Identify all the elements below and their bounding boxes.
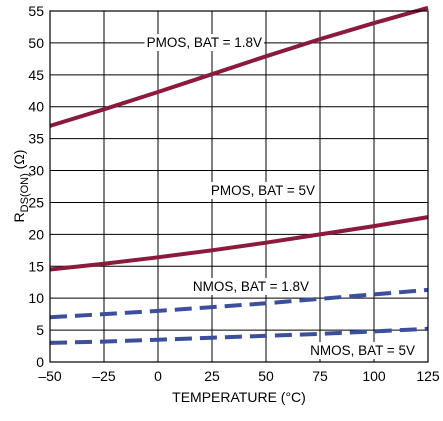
y-tick-label: 40 [28,99,44,115]
series-lines [49,5,429,345]
x-tick-label: –25 [92,368,116,384]
series-label-pmos-bat-1-8v: PMOS, BAT = 1.8V [147,35,262,50]
series-label-group: PMOS, BAT = 5V [208,182,317,199]
y-axis-title-subscript: DS(ON) [19,173,31,212]
y-tick-label: 10 [28,290,44,306]
y-tick-label: 45 [28,67,44,83]
series-label-group: NMOS, BAT = 1.8V [190,278,311,295]
x-tick-label: 100 [362,368,386,384]
y-tick-label: 35 [28,131,44,147]
x-tick-label: 125 [416,368,440,384]
series-label-background [208,182,317,199]
x-axis-title: TEMPERATURE (°C) [172,389,306,405]
x-tick-label: 50 [258,368,274,384]
y-tick-label: 20 [28,226,44,242]
series-labels: PMOS, BAT = 1.8V PMOS, BAT = 5V NMOS, BAT … [144,34,417,359]
series-line-pmos-bat-5v [49,215,429,272]
series-line-pmos-bat-1-8v [49,5,429,128]
series-line-nmos-bat-5v [49,326,429,345]
series-label-nmos-bat-1-8v: NMOS, BAT = 1.8V [193,279,309,294]
y-tick-label: 25 [28,194,44,210]
series-label-background [308,342,417,359]
series-label-background [190,278,311,295]
series-label-group: NMOS, BAT = 5V [308,342,417,359]
y-axis-title: RDS(ON) (Ω) [11,150,31,223]
series-label-pmos-bat-5v: PMOS, BAT = 5V [211,183,315,198]
y-axis-title-main: R [11,212,27,222]
grid [49,10,429,363]
y-tick-label: 50 [28,35,44,51]
x-tick-label: 0 [154,368,162,384]
plot-frame [49,10,429,363]
x-tick-label: 25 [204,368,220,384]
y-tick-label: 55 [28,3,44,19]
series-label-background [144,34,264,51]
y-tick-label: 5 [36,322,44,338]
y-tick-label: 0 [36,354,44,370]
series-label-nmos-bat-5v: NMOS, BAT = 5V [310,343,415,358]
y-axis-title-unit: (Ω) [11,150,27,174]
series-line-nmos-bat-1-8v [49,287,429,320]
series-label-group: PMOS, BAT = 1.8V [144,34,264,51]
x-tick-label: 75 [312,368,328,384]
y-tick-label: 30 [28,163,44,179]
tick-labels: –50 –25 0 25 50 75 100 125 0 5 10 15 20 25 30 35 40 45 50 5… [28,3,439,384]
x-tick-label: –50 [38,368,62,384]
y-tick-label: 15 [28,258,44,274]
